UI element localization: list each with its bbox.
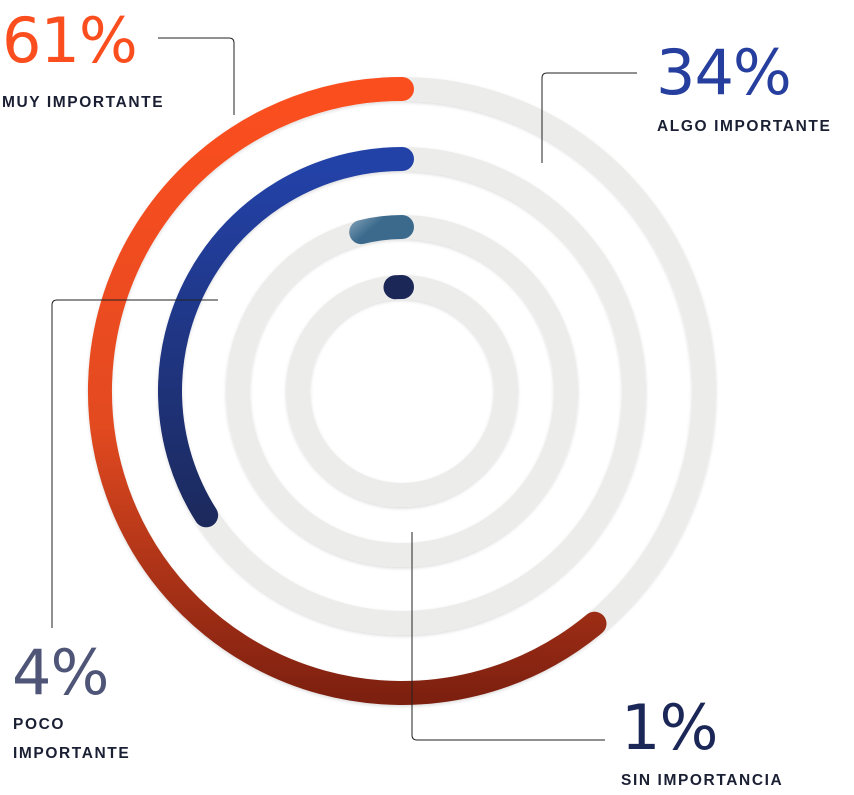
leader-lines <box>52 38 637 740</box>
value-label-algo-importante: 34% <box>656 42 791 104</box>
ring-arc-algo-importante <box>170 159 402 515</box>
category-label-poco-importante: POCO IMPORTANTE <box>13 710 183 768</box>
ring-arc-poco-importante <box>361 227 402 232</box>
category-label-muy-importante: MUY IMPORTANTE <box>2 88 172 117</box>
value-label-poco-importante: 4% <box>12 642 108 704</box>
value-label-muy-importante: 61% <box>2 10 137 72</box>
category-label-algo-importante: ALGO IMPORTANTE <box>657 112 831 141</box>
ring-track-sin-importancia <box>298 287 506 495</box>
value-label-sin-importancia: 1% <box>621 697 717 759</box>
category-label-sin-importancia: SIN IMPORTANCIA <box>621 766 783 795</box>
